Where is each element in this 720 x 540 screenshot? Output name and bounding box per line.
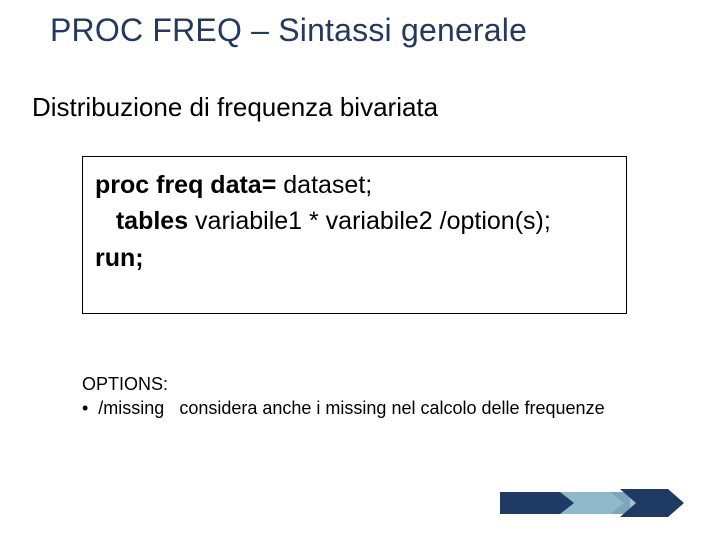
options-block: OPTIONS: • /missing considera anche i mi… [82,372,605,421]
kw-tables: tables [116,207,188,235]
options-text: considera anche i missing nel calcolo de… [164,398,604,418]
kw-proc-freq: proc freq [95,171,210,199]
code-line-2: tables variabile1 * variabile2 /option(s… [95,203,614,239]
kw-data: data= [210,171,276,199]
code-tail-1: dataset; [276,171,372,199]
code-line-3: run; [95,240,614,276]
options-header: OPTIONS: [82,372,605,396]
options-kw: • /missing [82,398,164,418]
options-bullet: • /missing considera anche i missing nel… [82,396,605,420]
corner-decoration [500,488,688,518]
page-title: PROC FREQ – Sintassi generale [50,12,527,49]
slide: PROC FREQ – Sintassi generale Distribuzi… [0,0,720,540]
subtitle: Distribuzione di frequenza bivariata [32,92,438,123]
code-line-1: proc freq data= dataset; [95,167,614,203]
kw-run: run; [95,244,144,272]
code-box: proc freq data= dataset; tables variabil… [82,156,627,314]
code-indent [95,207,116,235]
code-tail-2: variabile1 * variabile2 /option(s); [188,207,551,235]
